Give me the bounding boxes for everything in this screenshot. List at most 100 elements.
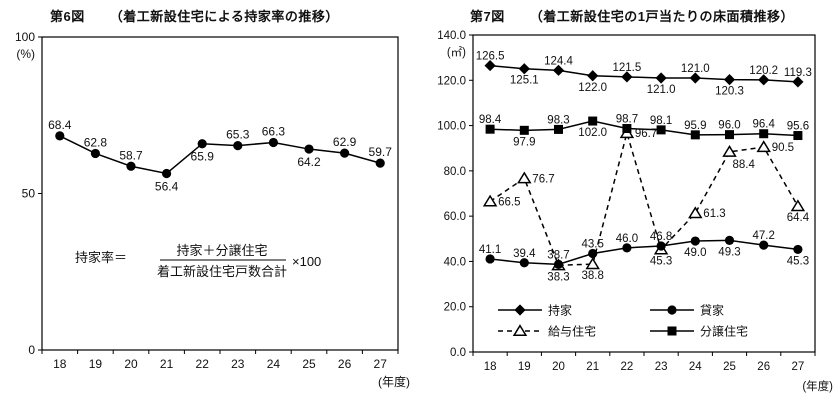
x-axis-tick-label: 23 xyxy=(231,357,245,371)
employer-provided-marker xyxy=(722,144,737,157)
legend-item-owned: 持家 xyxy=(498,303,572,318)
built-for-sale-marker xyxy=(656,125,666,135)
owned-data-label: 126.5 xyxy=(476,51,505,63)
y-axis-tick-label: 40.0 xyxy=(444,256,466,268)
employer-provided-marker xyxy=(482,194,498,207)
series-rented-labels: 41.1 39.4 38.7 43.5 46.0 46.8 49.0 49.3 47.2 45.3 xyxy=(479,230,809,267)
owner-rate-data-label: 64.2 xyxy=(297,155,321,169)
formula-suffix: ×100 xyxy=(292,254,321,269)
owner-rate-data-label: 59.7 xyxy=(369,145,393,159)
figure-7-caption: （着工新設住宅の1戸当たりの床面積推移） xyxy=(529,9,794,24)
owner-rate-marker xyxy=(90,148,100,159)
owned-marker xyxy=(518,63,530,75)
owner-rate-chart: 0 50 100 (%) 18 19 20 21 22 23 24 25 26 27 (年度) 68.4 62.… xyxy=(15,30,410,389)
x-axis: 18 19 20 21 22 23 24 25 26 27 (年度) xyxy=(41,350,410,389)
legend-owned-label: 持家 xyxy=(548,303,572,318)
y-axis-tick-label: 60.0 xyxy=(444,211,466,223)
figure-7-floor-area: 第7図 （着工新設住宅の1戸当たりの床面積推移） 0.0 20.0 40.0 60.0 8… xyxy=(420,0,837,410)
rented-marker xyxy=(622,243,632,253)
series-rented-line xyxy=(490,239,798,266)
owned-marker xyxy=(758,74,770,86)
x-axis-tick-label: 27 xyxy=(374,357,388,371)
owner-rate-data-label: 65.9 xyxy=(191,150,215,164)
y-axis-tick-label: 20.0 xyxy=(444,302,466,314)
employer-provided-marker xyxy=(790,199,806,212)
owner-rate-marker xyxy=(162,168,172,179)
x-axis-tick-label: 24 xyxy=(267,357,281,371)
rented-marker xyxy=(588,248,598,259)
y-axis-tick-label: 0.0 xyxy=(450,347,466,359)
y-axis-tick-label: 140.0 xyxy=(437,30,466,42)
x-axis: 18 19 20 21 22 23 24 25 26 27 (年度) xyxy=(472,352,833,393)
x-axis-tick-label: 19 xyxy=(89,357,103,371)
series-owner-rate-labels: 68.4 62.8 58.7 56.4 65.9 65.3 66.3 64.2 62.9 59.7 xyxy=(48,118,392,194)
owned-marker xyxy=(689,72,701,84)
series-built-for-sale xyxy=(485,116,803,141)
owned-data-label: 121.5 xyxy=(613,62,642,74)
owner-rate-data-label: 65.3 xyxy=(226,128,250,142)
rented-marker xyxy=(759,240,769,250)
legend-employer-provided-label: 給与住宅 xyxy=(548,324,596,339)
legend-rented-marker xyxy=(667,305,677,315)
rented-data-label: 41.1 xyxy=(479,244,501,256)
series-built-for-sale-labels: 98.4 97.9 98.3 102.0 98.7 98.1 95.9 96.0 96.4 95.… xyxy=(479,114,809,149)
legend-rented-label: 貸家 xyxy=(700,303,724,318)
employer-provided-marker xyxy=(585,257,600,270)
employer-provided-data-label: 38.3 xyxy=(547,271,569,283)
y-axis-tick-label: 100.0 xyxy=(437,121,466,133)
built-for-sale-data-label: 95.9 xyxy=(684,120,706,132)
y-axis-tick-label: 120.0 xyxy=(437,75,466,87)
rented-data-label: 49.0 xyxy=(684,247,706,259)
x-axis-tick-label: 20 xyxy=(552,361,565,373)
series-built-for-sale-line xyxy=(490,120,798,137)
owned-marker xyxy=(552,64,565,76)
formula-denominator: 着工新設住宅戸数合計 xyxy=(157,264,287,279)
employer-provided-marker xyxy=(517,171,532,184)
x-axis-tick-label: 27 xyxy=(792,361,805,373)
owned-data-label: 120.3 xyxy=(715,86,744,98)
built-for-sale-marker xyxy=(725,130,734,140)
x-axis-tick-label: 26 xyxy=(757,361,770,373)
series-rented xyxy=(485,235,803,269)
y-axis-tick-label: 80.0 xyxy=(444,166,466,178)
rented-marker xyxy=(724,235,735,245)
built-for-sale-marker xyxy=(622,124,632,134)
formula-numerator: 持家＋分譲住宅 xyxy=(176,243,267,258)
built-for-sale-marker xyxy=(793,131,803,141)
x-axis-tick-label: 19 xyxy=(518,361,531,373)
y-axis-tick-label: 0 xyxy=(28,343,35,357)
legend-item-employer-provided: 給与住宅 xyxy=(498,324,596,339)
owner-rate-marker xyxy=(304,144,314,154)
owner-rate-data-label: 62.8 xyxy=(84,135,108,149)
owner-rate-data-label: 66.3 xyxy=(262,124,286,138)
rented-marker xyxy=(656,241,666,251)
employer-provided-data-label: 90.5 xyxy=(772,142,794,154)
legend-employer-provided-marker xyxy=(512,324,528,337)
figure-7-number: 第7図 xyxy=(470,9,505,24)
built-for-sale-marker xyxy=(690,130,700,140)
plot-border xyxy=(41,36,399,351)
x-axis-unit-label: (年度) xyxy=(802,379,833,393)
x-axis-tick-label: 22 xyxy=(196,357,210,371)
x-axis-tick-label: 23 xyxy=(655,361,668,373)
owner-rate-marker xyxy=(55,131,65,141)
employer-provided-data-label: 64.4 xyxy=(787,212,810,224)
owned-data-label: 121.0 xyxy=(647,84,676,96)
built-for-sale-data-label: 98.1 xyxy=(650,115,672,127)
x-axis-tick-label: 22 xyxy=(621,361,634,373)
owner-rate-data-label: 58.7 xyxy=(119,148,143,162)
owned-data-label: 125.1 xyxy=(510,75,539,87)
legend-built-for-sale-label: 分譲住宅 xyxy=(700,324,748,339)
series-employer-provided-line xyxy=(489,130,799,267)
series-employer-provided-labels: 66.5 76.7 38.3 38.8 96.7 45.3 61.3 88.4 90.5 64.4 xyxy=(498,128,810,283)
y-axis-tick-label: 50 xyxy=(22,187,36,201)
x-axis-tick-label: 20 xyxy=(124,357,138,371)
series-owned-line xyxy=(490,64,798,83)
built-for-sale-data-label: 98.3 xyxy=(547,114,569,126)
y-axis: 0 50 100 (%) xyxy=(15,30,42,357)
employer-provided-marker xyxy=(756,140,771,153)
built-for-sale-data-label: 96.4 xyxy=(753,119,776,131)
y-axis: 0.0 20.0 40.0 60.0 80.0 100.0 120.0 140.0 (㎡) xyxy=(437,30,473,359)
